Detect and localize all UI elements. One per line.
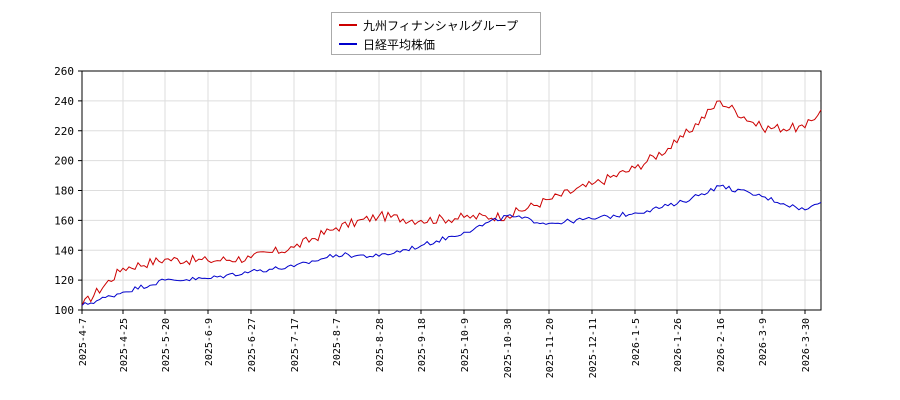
axes — [78, 70, 822, 314]
x-tick-labels: 2025-4-7 2025-4-25 2025-5-20 2025-6-9 2025-6… — [78, 318, 812, 378]
series-line-nikkei — [81, 184, 822, 306]
x-tick-label: 2026-2-16 — [716, 318, 727, 372]
legend-swatch-red — [339, 24, 357, 26]
x-tick-label: 2025-5-20 — [161, 318, 172, 372]
x-tick-label: 2025-6-27 — [247, 318, 258, 372]
y-tick-label: 120 — [54, 274, 74, 287]
y-tick-label: 180 — [54, 185, 74, 198]
y-tick-label: 140 — [54, 244, 74, 257]
x-tick-label: 2026-1-5 — [631, 318, 642, 366]
x-tick-label: 2025-8-7 — [332, 318, 343, 366]
x-tick-label: 2025-4-7 — [78, 318, 89, 366]
y-tick-label: 220 — [54, 125, 74, 138]
legend-label-kyushu: 九州フィナンシャルグループ — [363, 19, 519, 33]
series-lines — [81, 100, 822, 306]
legend-swatch-blue — [339, 43, 357, 45]
y-tick-labels: 100 120 140 160 180 200 220 240 260 — [54, 65, 74, 317]
x-tick-label: 2025-9-18 — [417, 318, 428, 372]
y-tick-label: 240 — [54, 95, 74, 108]
x-tick-label: 2026-1-26 — [673, 318, 684, 372]
y-tick-label: 260 — [54, 65, 74, 78]
legend-label-nikkei: 日経平均株価 — [363, 38, 436, 52]
y-tick-label: 160 — [54, 214, 74, 227]
grid — [81, 70, 821, 311]
x-tick-label: 2026-3-30 — [801, 318, 812, 372]
legend-item-kyushu: 九州フィナンシャルグループ — [332, 15, 540, 35]
x-tick-label: 2025-8-28 — [375, 318, 386, 372]
y-tick-label: 100 — [54, 304, 74, 317]
x-tick-label: 2025-11-20 — [545, 318, 556, 378]
legend-item-nikkei: 日経平均株価 — [332, 34, 540, 54]
legend: 九州フィナンシャルグループ 日経平均株価 — [331, 12, 541, 55]
x-tick-label: 2025-7-17 — [290, 318, 301, 372]
x-tick-label: 2025-12-11 — [588, 318, 599, 378]
plot-frame — [81, 70, 822, 311]
x-tick-label: 2025-4-25 — [119, 318, 130, 372]
x-tick-label: 2025-6-9 — [204, 318, 215, 366]
x-tick-label: 2026-3-9 — [758, 318, 769, 366]
x-tick-label: 2025-10-9 — [460, 318, 471, 372]
y-tick-label: 200 — [54, 155, 74, 168]
series-line-kyushu — [81, 100, 822, 306]
x-tick-label: 2025-10-30 — [503, 318, 514, 378]
